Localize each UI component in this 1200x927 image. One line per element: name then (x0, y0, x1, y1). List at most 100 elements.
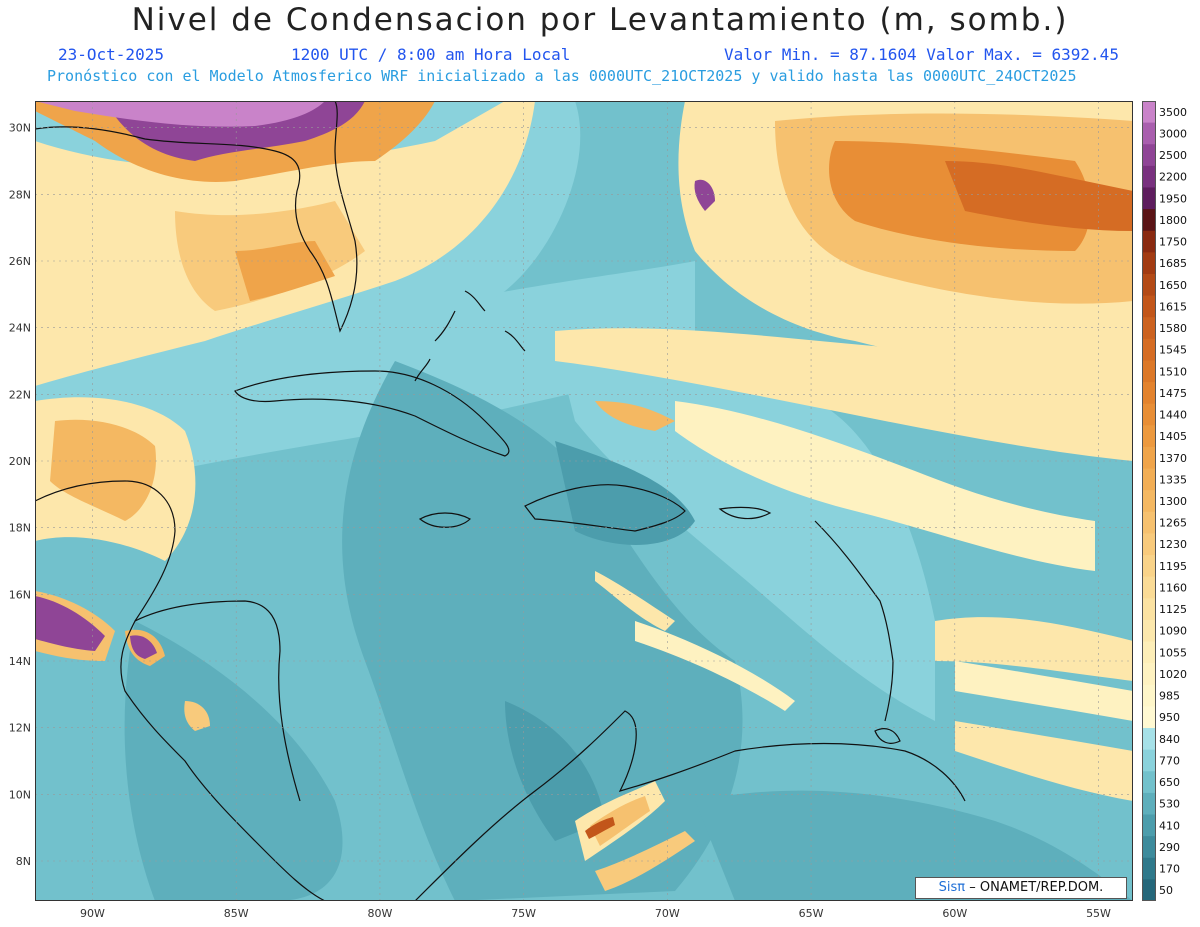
colorbar-label: 1055 (1159, 646, 1187, 659)
colorbar-label: 3000 (1159, 127, 1187, 140)
colorbar-label: 1230 (1159, 538, 1187, 551)
lat-label-26n: 26N (9, 255, 31, 268)
colorbar-swatch (1142, 403, 1156, 426)
colorbar-label: 50 (1159, 884, 1173, 897)
lat-label-22n: 22N (9, 388, 31, 401)
colorbar-swatch (1142, 144, 1156, 167)
colorbar-swatch (1142, 663, 1156, 686)
colorbar-label: 1300 (1159, 495, 1187, 508)
lat-label-28n: 28N (9, 188, 31, 201)
model-run-info: Pronóstico con el Modelo Atmosferico WRF… (47, 67, 1077, 85)
colorbar-swatch (1142, 446, 1156, 470)
colorbar-label: 770 (1159, 754, 1180, 767)
lon-label-65w: 65W (799, 907, 824, 920)
lon-label-80w: 80W (367, 907, 392, 920)
colorbar-label: 1125 (1159, 603, 1187, 616)
colorbar-label: 530 (1159, 798, 1180, 811)
colorbar-swatch (1142, 338, 1156, 361)
colorbar: 3500 3000 2500 2200 1950 1800 1750 1685 1650 1615… (1142, 101, 1187, 901)
colorbar-swatch (1142, 425, 1156, 448)
colorbar-swatch (1142, 814, 1156, 837)
colorbar-label: 1265 (1159, 517, 1187, 530)
shaded-field (35, 101, 1133, 901)
colorbar-label: 1650 (1159, 279, 1187, 292)
colorbar-swatch (1142, 490, 1156, 513)
colorbar-label: 1160 (1159, 581, 1187, 594)
colorbar-swatch (1142, 273, 1156, 297)
colorbar-swatch (1142, 209, 1156, 232)
colorbar-label: 1370 (1159, 452, 1187, 465)
lon-label-55w: 55W (1086, 907, 1111, 920)
lat-label-20n: 20N (9, 455, 31, 468)
colorbar-label: 1510 (1159, 365, 1187, 378)
colorbar-label: 1950 (1159, 192, 1187, 205)
colorbar-label: 1580 (1159, 322, 1187, 335)
colorbar-swatch (1142, 728, 1156, 751)
colorbar-label: 1685 (1159, 257, 1187, 270)
colorbar-swatch (1142, 165, 1156, 188)
colorbar-swatch (1142, 857, 1156, 880)
colorbar-swatch (1142, 641, 1156, 664)
lcl-map (35, 101, 1133, 901)
colorbar-swatch (1142, 122, 1156, 145)
graticule (35, 101, 1133, 901)
colorbar-swatch (1142, 511, 1156, 534)
credit-org: – ONAMET/REP.DOM. (969, 880, 1104, 895)
colorbar-label: 2200 (1159, 171, 1187, 184)
colorbar-label: 1335 (1159, 473, 1187, 486)
forecast-date: 23-Oct-2025 (58, 45, 164, 64)
colorbar-swatch (1142, 533, 1156, 556)
colorbar-label: 1195 (1159, 560, 1187, 573)
colorbar-label: 1405 (1159, 430, 1187, 443)
colorbar-label: 1090 (1159, 625, 1187, 638)
colorbar-swatch (1142, 792, 1156, 816)
colorbar-swatch (1142, 706, 1156, 729)
colorbar-swatch (1142, 468, 1156, 491)
colorbar-label: 1800 (1159, 214, 1187, 227)
colorbar-label: 2500 (1159, 149, 1187, 162)
colorbar-swatch (1142, 749, 1156, 772)
colorbar-label: 3500 (1159, 106, 1187, 119)
colorbar-swatch (1142, 619, 1156, 643)
colorbar-swatch (1142, 576, 1156, 599)
min-max-values: Valor Min. = 87.1604 Valor Max. = 6392.4… (724, 45, 1119, 64)
colorbar-swatch (1142, 101, 1156, 124)
coastlines (35, 101, 966, 901)
lat-label-12n: 12N (9, 722, 31, 735)
lat-label-24n: 24N (9, 322, 31, 335)
lon-label-75w: 75W (511, 907, 536, 920)
lon-label-60w: 60W (942, 907, 967, 920)
colorbar-label: 650 (1159, 776, 1180, 789)
forecast-time: 1200 UTC / 8:00 am Hora Local (291, 45, 571, 64)
colorbar-label: 1545 (1159, 344, 1187, 357)
colorbar-swatch (1142, 252, 1156, 275)
map-title: Nivel de Condensacion por Levantamiento … (131, 2, 1069, 38)
colorbar-label: 1020 (1159, 668, 1187, 681)
colorbar-label: 840 (1159, 733, 1180, 746)
colorbar-swatch (1142, 555, 1156, 578)
lat-label-14n: 14N (9, 655, 31, 668)
colorbar-swatch (1142, 317, 1156, 340)
lon-label-90w: 90W (80, 907, 105, 920)
colorbar-frame (1142, 101, 1156, 901)
colorbar-swatch (1142, 879, 1156, 901)
lat-label-18n: 18N (9, 522, 31, 535)
lat-label-10n: 10N (9, 788, 31, 801)
colorbar-label: 1615 (1159, 300, 1187, 313)
colorbar-swatch (1142, 230, 1156, 253)
colorbar-swatch (1142, 684, 1156, 707)
colorbar-swatch (1142, 382, 1156, 405)
sis-logo-text: Sisπ (938, 880, 966, 895)
lat-label-8n: 8N (16, 855, 31, 868)
lat-label-30n: 30N (9, 122, 31, 135)
colorbar-label: 950 (1159, 711, 1180, 724)
colorbar-label: 410 (1159, 819, 1180, 832)
colorbar-label: 1750 (1159, 236, 1187, 249)
colorbar-swatch (1142, 360, 1156, 383)
colorbar-swatch (1142, 836, 1156, 859)
colorbar-swatch (1142, 187, 1156, 210)
colorbar-swatch (1142, 771, 1156, 794)
colorbar-label: 290 (1159, 841, 1180, 854)
lon-label-70w: 70W (655, 907, 680, 920)
colorbar-label: 170 (1159, 863, 1180, 876)
